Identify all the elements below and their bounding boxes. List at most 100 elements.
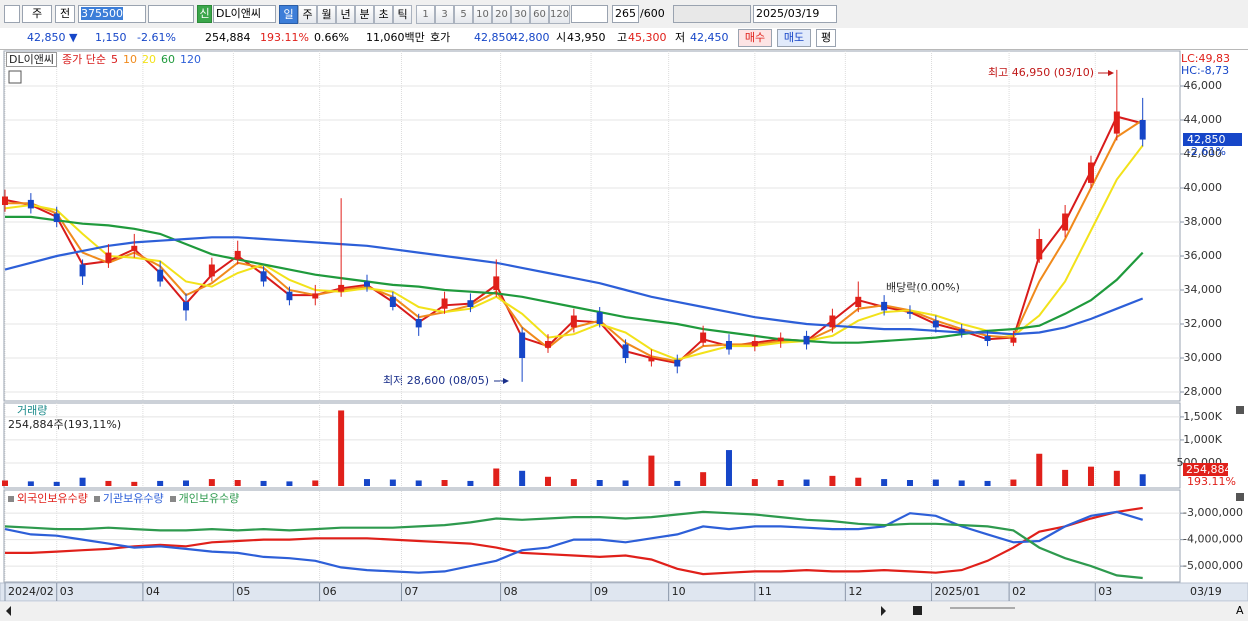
candle-body xyxy=(1087,162,1094,183)
legend-ma-label: 종가 단순 xyxy=(61,53,106,66)
legend-entry[interactable]: 120 xyxy=(179,53,201,66)
scroll-left[interactable] xyxy=(6,606,11,616)
candle-body xyxy=(441,298,448,309)
x-tick-label: 06 xyxy=(323,585,337,598)
candle-body xyxy=(1010,337,1017,343)
candle-body xyxy=(648,358,655,362)
count-input[interactable]: 265 xyxy=(612,5,639,23)
candle-body xyxy=(932,320,939,328)
interval-tab[interactable]: 120 xyxy=(549,5,570,24)
legend-entry[interactable]: 20 xyxy=(141,53,156,66)
settings-icon[interactable] xyxy=(8,70,22,84)
y-tick-label: 1,500K xyxy=(1183,410,1222,423)
holdings-pane xyxy=(3,489,1181,583)
legend-entry[interactable]: 개인보유수량 xyxy=(178,492,240,505)
stop-button[interactable] xyxy=(913,606,922,615)
annotation-arrow-head xyxy=(1108,70,1114,76)
volume-rate: 193.11% xyxy=(260,31,309,44)
candle-body xyxy=(984,335,991,342)
market-select[interactable]: 주 xyxy=(22,5,52,23)
volume-bar xyxy=(596,480,603,486)
buy-button[interactable]: 매수 xyxy=(738,29,772,47)
quote-label: 호가 xyxy=(430,31,451,44)
period-tab[interactable]: 일 xyxy=(279,5,298,24)
x-tick-label: 07 xyxy=(404,585,418,598)
candle-body xyxy=(803,335,810,345)
bid: 42,800 xyxy=(511,31,550,44)
avg-button[interactable]: 평 xyxy=(816,29,836,47)
candle-body xyxy=(105,252,112,263)
legend-entry[interactable]: 외국인보유수량 xyxy=(17,492,88,505)
candle-body xyxy=(544,341,551,348)
y-tick-label: 44,000 xyxy=(1184,113,1223,126)
period-tab[interactable]: 분 xyxy=(355,5,374,24)
tool-icons[interactable] xyxy=(673,5,751,23)
volume-bar xyxy=(1062,469,1069,486)
max-count: /600 xyxy=(640,7,665,20)
interval-tab[interactable]: 10 xyxy=(473,5,492,24)
candle-body xyxy=(829,315,836,328)
search-controls[interactable] xyxy=(148,5,194,23)
dividend-annotation: 배당락(0.00%) xyxy=(886,281,960,294)
prev-button[interactable]: 전 xyxy=(55,5,75,23)
y-tick-label: -5,000,000 xyxy=(1183,559,1243,572)
turnover: 0.66% xyxy=(314,31,349,44)
interval-tab[interactable]: 1 xyxy=(416,5,435,24)
last-date: 03/19 xyxy=(1190,585,1222,598)
period-tab[interactable]: 년 xyxy=(336,5,355,24)
interval-tab[interactable]: 5 xyxy=(454,5,473,24)
legend-entry[interactable]: 60 xyxy=(160,53,175,66)
y-tick-label: -4,000,000 xyxy=(1183,533,1243,546)
scroll-right[interactable] xyxy=(881,606,886,616)
candle-body xyxy=(312,293,319,299)
candle-body xyxy=(260,271,267,282)
volume-bar xyxy=(415,480,422,486)
interval-tab[interactable]: 30 xyxy=(511,5,530,24)
interval-tab[interactable]: 20 xyxy=(492,5,511,24)
menu-icon[interactable] xyxy=(4,5,20,23)
volume-bar xyxy=(441,480,448,486)
volume-bar xyxy=(855,477,862,486)
date-input[interactable]: 2025/03/19 xyxy=(753,5,837,23)
scrollbar[interactable] xyxy=(0,602,1248,621)
legend-entry[interactable]: 기관보유수량 xyxy=(102,492,164,505)
candle-body xyxy=(2,196,8,206)
annotation-arrow-head xyxy=(503,378,509,384)
legend-swatch xyxy=(8,496,14,502)
x-tick-label: 10 xyxy=(672,585,686,598)
pane-close[interactable] xyxy=(1236,406,1244,414)
legend-stock[interactable]: DL이앤씨 xyxy=(6,52,57,67)
candle-body xyxy=(131,245,138,251)
candle-body xyxy=(53,213,60,223)
code-input[interactable]: 375500 xyxy=(78,5,146,23)
y-tick-label: 1,000K xyxy=(1183,433,1222,446)
pane-close[interactable] xyxy=(1236,493,1244,501)
period-tab[interactable]: 틱 xyxy=(393,5,412,24)
y-tick-label: 28,000 xyxy=(1184,385,1223,398)
interval-tab[interactable]: 3 xyxy=(435,5,454,24)
candle-body xyxy=(622,344,629,359)
zoom-tool[interactable]: A xyxy=(1236,604,1244,617)
y-tick-label: 38,000 xyxy=(1184,215,1223,228)
volume-bar xyxy=(389,479,396,486)
legend-entry[interactable]: 5 xyxy=(110,53,118,66)
candle-body xyxy=(1036,239,1043,260)
legend-entry[interactable]: 10 xyxy=(122,53,137,66)
sell-button[interactable]: 매도 xyxy=(777,29,811,47)
last-price-box xyxy=(1183,133,1242,146)
volume-bar xyxy=(777,480,784,486)
candle-body xyxy=(363,281,370,287)
volume-bar xyxy=(700,472,707,486)
blank-select[interactable] xyxy=(571,5,608,23)
period-tab[interactable]: 월 xyxy=(317,5,336,24)
stock-name[interactable]: DL이앤씨 xyxy=(213,5,276,23)
x-tick-label: 03 xyxy=(60,585,74,598)
period-tab[interactable]: 초 xyxy=(374,5,393,24)
period-tab[interactable]: 주 xyxy=(298,5,317,24)
interval-tab[interactable]: 60 xyxy=(530,5,549,24)
line-series xyxy=(5,215,1144,344)
volume-bar xyxy=(208,479,215,486)
volume-pane xyxy=(3,402,1181,489)
